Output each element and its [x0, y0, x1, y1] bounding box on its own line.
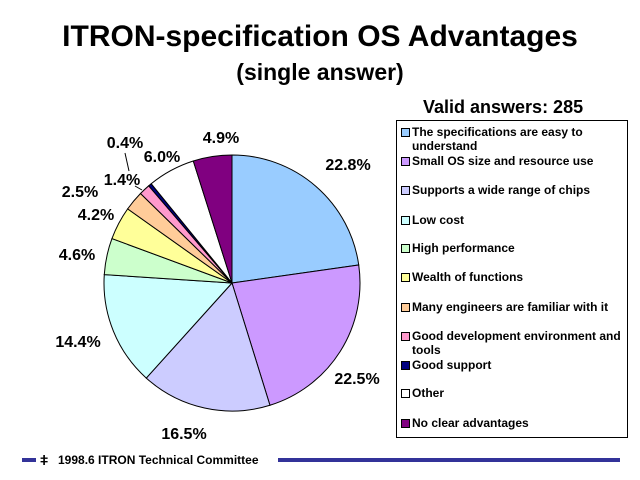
pie-slice [145, 282, 271, 412]
legend-label: Small OS size and resource use [412, 154, 594, 168]
slice-value-label: 4.6% [59, 247, 95, 264]
legend-item: Wealth of functions [401, 270, 625, 284]
slice-value-label: 22.8% [325, 157, 370, 174]
legend-swatch [401, 128, 410, 137]
itron-logo-icon: ǂ [40, 452, 49, 468]
slice-value-label: 22.5% [334, 371, 379, 388]
footer-text: 1998.6 ITRON Technical Committee [58, 453, 259, 467]
legend-item: Small OS size and resource use [401, 154, 625, 168]
chart-subtitle: (single answer) [236, 59, 404, 85]
legend-swatch [401, 157, 410, 166]
legend-label: Many engineers are familiar with it [412, 300, 609, 314]
legend-item: Good support [401, 358, 625, 372]
legend-item: No clear advantages [401, 416, 625, 430]
legend-item: Supports a wide range of chips [401, 183, 625, 197]
legend-swatch [401, 273, 410, 282]
legend-swatch [401, 216, 410, 225]
legend-item: Many engineers are familiar with it [401, 300, 625, 314]
legend-swatch [401, 419, 410, 428]
pie-slice [231, 264, 361, 406]
slice-value-label: 4.9% [203, 130, 239, 147]
legend-item: High performance [401, 241, 625, 255]
legend-swatch [401, 332, 410, 341]
footer-rule-right [278, 458, 620, 462]
slice-value-label: 6.0% [144, 149, 180, 166]
legend-label: Other [412, 386, 445, 400]
legend-item: Low cost [401, 213, 625, 227]
legend-swatch [401, 389, 410, 398]
footer: ǂ 1998.6 ITRON Technical Committee [22, 452, 620, 468]
legend-item: The specifications are easy to understan… [401, 125, 625, 153]
legend-item: Good development environment and tools [401, 329, 625, 357]
footer-rule-left [22, 458, 36, 462]
legend-label: Wealth of functions [412, 270, 524, 284]
legend-label: Good support [412, 358, 492, 372]
slice-value-label: 14.4% [55, 334, 100, 351]
chart-title: ITRON-specification OS Advantages [62, 20, 578, 53]
slice-value-label: 1.4% [104, 172, 140, 189]
slice-value-label: 0.4% [107, 135, 143, 152]
valid-answers-label: Valid answers: 285 [423, 97, 584, 117]
legend-label: Low cost [412, 213, 465, 227]
legend-swatch [401, 303, 410, 312]
legend-label: High performance [412, 241, 515, 255]
slice-value-label: 16.5% [161, 426, 206, 443]
pie-slice [231, 154, 360, 284]
leader-line [134, 185, 143, 191]
legend-swatch [401, 186, 410, 195]
legend-label: No clear advantages [412, 416, 529, 430]
pie-slice [103, 274, 234, 379]
legend-swatch [401, 244, 410, 253]
legend-label: Good development environment and tools [412, 329, 621, 357]
legend-swatch [401, 361, 410, 370]
slice-value-label: 4.2% [78, 207, 114, 224]
legend-label: Supports a wide range of chips [412, 183, 591, 197]
legend-label: The specifications are easy to understan… [412, 125, 583, 153]
leader-line [124, 152, 130, 172]
slice-value-label: 2.5% [62, 184, 98, 201]
chart-legend: The specifications are easy to understan… [396, 120, 628, 438]
legend-item: Other [401, 386, 625, 400]
pie-slice [192, 154, 233, 284]
